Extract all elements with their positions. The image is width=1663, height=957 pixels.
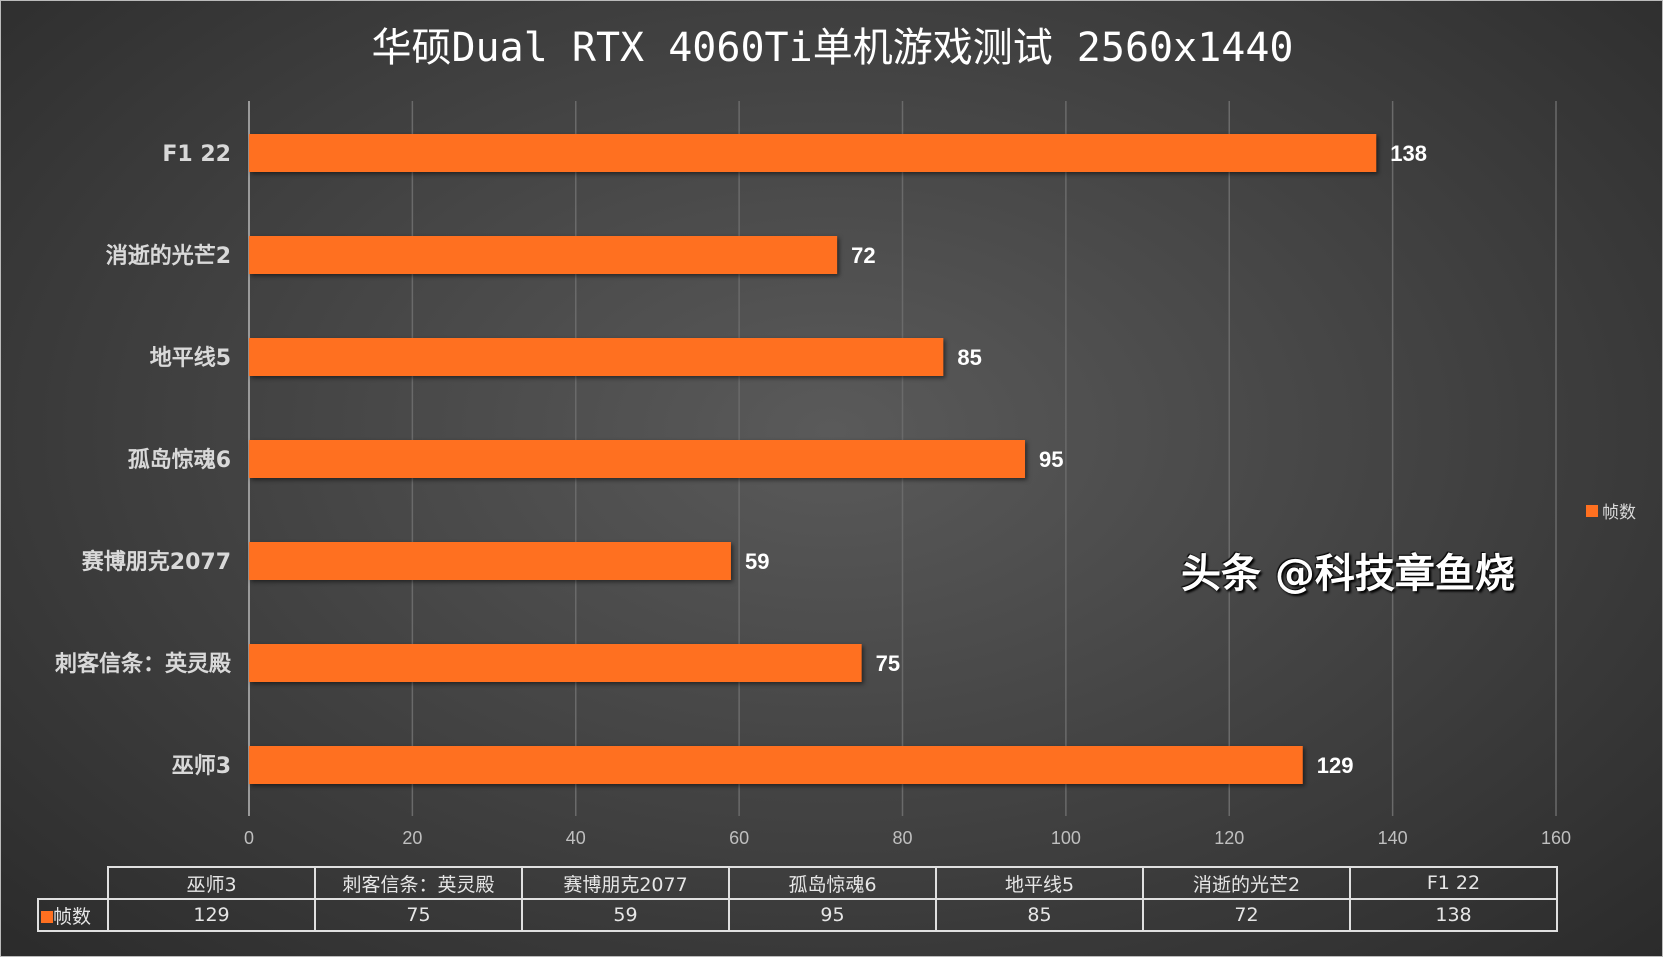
table-value-cell: 138 <box>1349 898 1558 932</box>
table-header-cell: 巫师3 <box>107 866 316 900</box>
x-tick-label: 80 <box>892 828 912 848</box>
table-header-cell: F1 22 <box>1349 866 1558 900</box>
data-label: 75 <box>876 651 900 676</box>
x-tick-label: 120 <box>1214 828 1244 848</box>
x-tick-label: 140 <box>1378 828 1408 848</box>
bar <box>249 644 862 682</box>
category-label: 地平线5 <box>150 345 231 371</box>
category-label: F1 22 <box>162 142 231 167</box>
x-tick-label: 40 <box>566 828 586 848</box>
table-legend-swatch <box>41 910 53 923</box>
table-value-cell: 85 <box>935 898 1144 932</box>
category-label: 刺客信条：英灵殿 <box>55 651 232 677</box>
table-header-cell: 消逝的光芒2 <box>1142 866 1351 900</box>
data-label: 95 <box>1039 447 1063 472</box>
bar <box>249 542 731 580</box>
bar <box>249 134 1377 172</box>
table-header-cell: 孤岛惊魂6 <box>728 866 937 900</box>
x-tick-label: 100 <box>1051 828 1081 848</box>
table-value-cell: 72 <box>1142 898 1351 932</box>
legend-swatch <box>1586 504 1598 517</box>
table-header-cell: 赛博朋克2077 <box>521 866 730 900</box>
category-label: 孤岛惊魂6 <box>128 447 231 473</box>
data-label: 85 <box>957 345 981 370</box>
bar <box>249 236 838 274</box>
data-label: 59 <box>745 549 769 574</box>
category-label: 赛博朋克2077 <box>81 549 231 575</box>
watermark: 头条 @科技章鱼烧 <box>1181 551 1515 597</box>
data-table: 巫师3 刺客信条：英灵殿 赛博朋克2077 孤岛惊魂6 地平线5 消逝的光芒2 F1 22 … <box>37 866 1558 932</box>
data-label: 72 <box>851 243 875 268</box>
table-value-cell: 59 <box>521 898 730 932</box>
category-label: 消逝的光芒2 <box>106 243 231 269</box>
table-header-cell: 地平线5 <box>935 866 1144 900</box>
x-tick-label: 0 <box>244 828 254 848</box>
table-value-cell: 129 <box>107 898 316 932</box>
table-corner <box>38 867 109 900</box>
bar <box>249 746 1303 784</box>
data-label: 129 <box>1317 753 1354 778</box>
x-tick-label: 160 <box>1541 828 1571 848</box>
legend: 帧数 <box>1586 498 1636 523</box>
x-tick-label: 60 <box>729 828 749 848</box>
data-label: 138 <box>1390 141 1427 166</box>
table-series-label: 帧数 <box>37 898 109 932</box>
table-value-cell: 75 <box>314 898 523 932</box>
legend-label: 帧数 <box>1602 503 1636 523</box>
bar <box>249 338 944 376</box>
x-tick-label: 20 <box>402 828 422 848</box>
table-header-cell: 刺客信条：英灵殿 <box>314 866 523 900</box>
category-label: 巫师3 <box>172 753 231 779</box>
chart-title: 华硕Dual RTX 4060Ti单机游戏测试 2560x1440 <box>371 25 1294 71</box>
bar <box>249 440 1026 478</box>
table-series-name: 帧数 <box>53 905 92 928</box>
table-value-cell: 95 <box>728 898 937 932</box>
